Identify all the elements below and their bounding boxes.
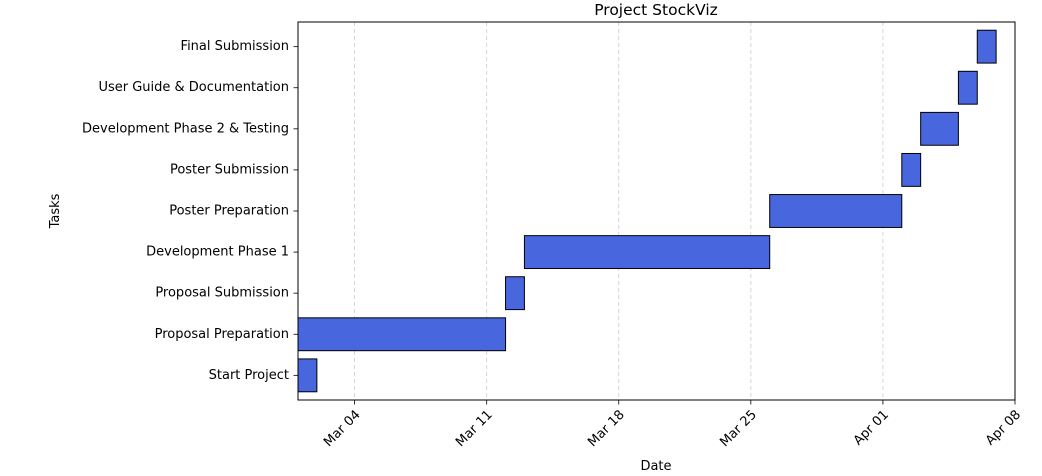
y-tick-label: Development Phase 1	[146, 245, 289, 260]
task-bar	[901, 152, 922, 187]
y-tick-label: Start Project	[209, 368, 289, 383]
task-bar	[297, 358, 318, 393]
task-bar	[957, 70, 978, 105]
task-bar	[505, 276, 525, 311]
x-tick-label: Apr 08	[983, 407, 1024, 448]
x-tick-label: Mar 11	[453, 407, 496, 450]
task-bar	[920, 111, 959, 146]
x-axis-ticks: Mar 04 Mar 11 Mar 18 Mar 25 Apr 01 Apr 08	[321, 400, 1024, 450]
bar-layer	[297, 29, 997, 393]
y-axis-ticks: Start Project Proposal Preparation Proposa…	[82, 39, 298, 383]
y-tick-label: Poster Preparation	[169, 204, 289, 219]
y-tick-label: Final Submission	[181, 39, 289, 54]
y-tick-label: Proposal Preparation	[155, 327, 289, 342]
task-bar	[523, 235, 771, 270]
x-tick-label: Mar 25	[717, 407, 760, 450]
x-tick-label: Mar 18	[585, 407, 628, 450]
y-tick-label: Proposal Submission	[155, 286, 289, 301]
task-bar	[297, 317, 507, 352]
x-tick-label: Apr 01	[851, 407, 892, 448]
task-bar	[769, 194, 903, 228]
y-tick-label: User Guide & Documentation	[98, 80, 289, 95]
y-tick-label: Poster Submission	[170, 162, 289, 177]
y-axis-label: Tasks	[48, 193, 63, 229]
chart-title: Project StockViz	[594, 1, 718, 19]
task-bar	[976, 29, 997, 64]
x-axis-label: Date	[640, 459, 671, 474]
x-tick-label: Mar 04	[321, 407, 364, 450]
y-tick-label: Development Phase 2 & Testing	[82, 121, 289, 136]
